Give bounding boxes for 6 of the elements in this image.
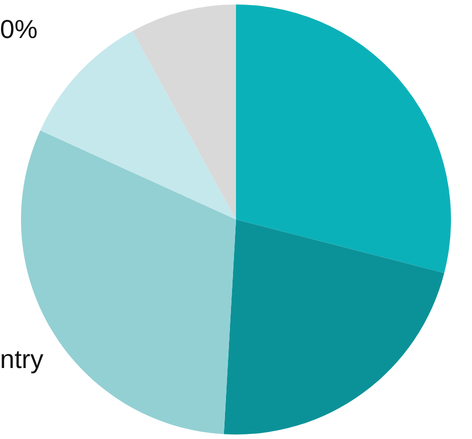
text: ntry — [0, 344, 44, 374]
pie-slice — [40, 31, 236, 220]
pie-slice — [236, 4, 451, 273]
pie-slice — [132, 4, 236, 220]
pie-slice — [224, 220, 444, 434]
text: 0% — [0, 14, 38, 44]
